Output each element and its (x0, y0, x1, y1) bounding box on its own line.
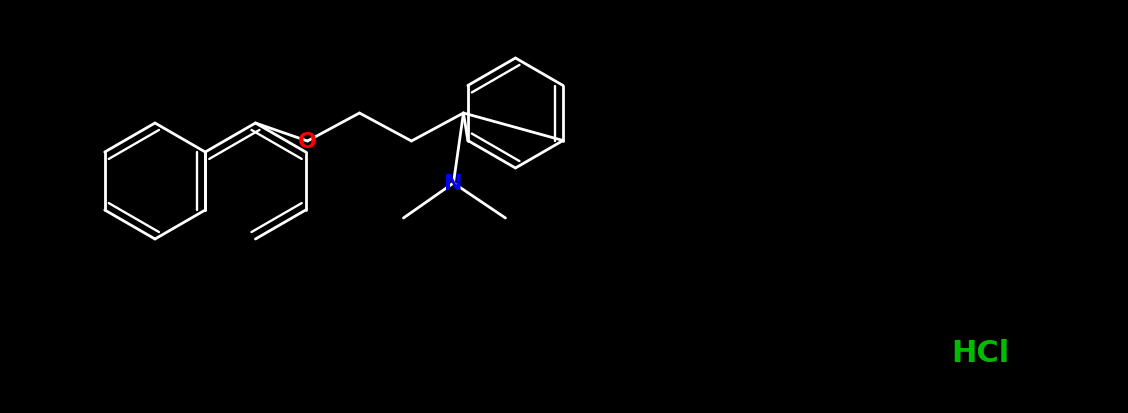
Text: O: O (298, 132, 317, 152)
Text: N: N (444, 173, 462, 194)
Text: HCl: HCl (951, 339, 1010, 368)
